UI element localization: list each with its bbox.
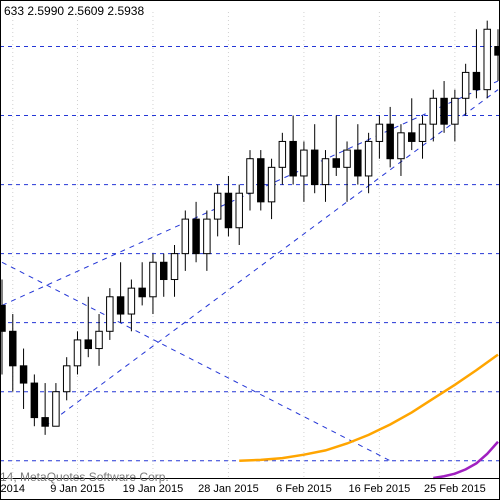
candle-body [452, 98, 458, 124]
trend-line [45, 90, 498, 427]
candle-body [96, 331, 102, 348]
candle-body [42, 418, 48, 427]
candle-body [139, 288, 145, 297]
x-tick-label: 9 Jan 2015 [50, 483, 104, 495]
candle-body [214, 193, 220, 219]
candle-body [107, 297, 113, 332]
candle-body [258, 159, 264, 202]
candle-body [355, 150, 361, 176]
candle-body [365, 141, 371, 176]
candlestick-chart: 633 2.5990 2.5609 2.5938 14, MetaQuotes … [0, 0, 500, 500]
candle-body [31, 383, 37, 418]
candle-body [279, 141, 285, 167]
candle-body [344, 150, 350, 167]
x-tick-label: 16 Feb 2015 [349, 483, 411, 495]
candle-body [225, 193, 231, 228]
candle-body [193, 219, 199, 254]
candle-body [236, 193, 242, 228]
trend-line [2, 262, 390, 460]
candle-body [398, 133, 404, 159]
candle-body [128, 288, 134, 314]
candle-body [376, 124, 382, 141]
candle-body [462, 72, 468, 98]
x-tick-label: 2014 [1, 483, 25, 495]
ma-line-1 [239, 355, 498, 461]
candle-body [74, 340, 80, 366]
candle-body [0, 305, 5, 331]
candle-body [301, 150, 307, 176]
x-tick-label: 25 Feb 2015 [424, 483, 486, 495]
chart-svg: 2014 9 Jan 2015 19 Jan 2015 28 Jan 2015 6 Fe… [0, 0, 500, 500]
candle-body [204, 219, 210, 254]
chart-border [1, 1, 500, 500]
candle-body [10, 331, 16, 366]
candle-body [311, 150, 317, 185]
candle-body [409, 133, 415, 142]
candle-body [182, 219, 188, 254]
candle-body [333, 159, 339, 168]
candle-body [150, 262, 156, 297]
candle-body [171, 254, 177, 280]
candle-body [247, 159, 253, 194]
x-tick-label: 28 Jan 2015 [198, 483, 259, 495]
x-tick-label: 19 Jan 2015 [123, 483, 184, 495]
candle-body [473, 72, 479, 89]
copyright-text: 14, MetaQuotes Software Corp. [0, 470, 169, 484]
candle-body [441, 98, 447, 124]
candle-body [85, 340, 91, 349]
candle-body [53, 392, 59, 427]
x-tick-label: 6 Feb 2015 [276, 483, 332, 495]
candle-body [63, 366, 69, 392]
candle-body [117, 297, 123, 314]
candle-body [322, 159, 328, 185]
candle-body [484, 29, 490, 89]
chart-title: 633 2.5990 2.5609 2.5938 [4, 4, 144, 18]
candle-body [161, 262, 167, 279]
candle-body [20, 366, 26, 383]
candle-body [430, 98, 436, 124]
candle-body [495, 47, 500, 56]
candle-body [419, 124, 425, 141]
candle-body [290, 141, 296, 176]
candle-body [387, 124, 393, 159]
ma-line-2 [433, 442, 498, 478]
candle-body [268, 167, 274, 202]
